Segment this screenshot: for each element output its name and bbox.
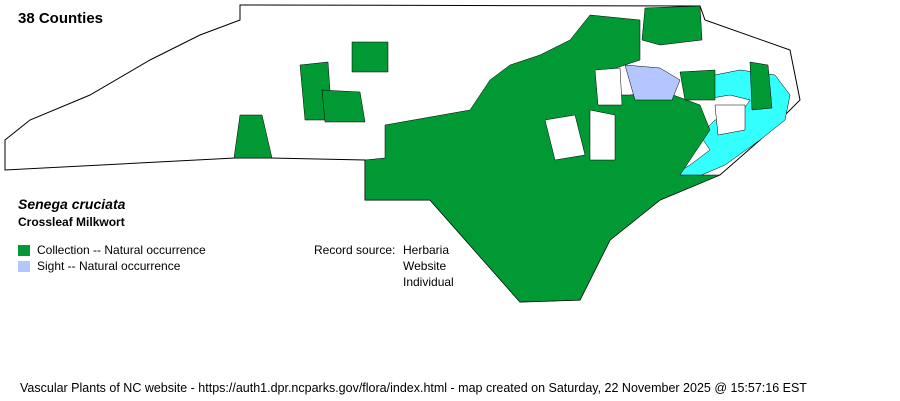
record-source-herbaria: Herbaria <box>403 243 450 257</box>
record-source-individual: Individual <box>403 275 454 289</box>
county-count: 38 Counties <box>18 10 104 27</box>
county-collection-region-southeast <box>364 14 721 303</box>
county-unreported <box>544 114 586 161</box>
legend-label: Collection -- Natural occurrence <box>37 243 206 257</box>
county-unreported <box>589 109 616 161</box>
scientific-name: Senega cruciata <box>18 196 126 212</box>
legend-label: Sight -- Natural occurrence <box>37 259 181 273</box>
common-name: Crossleaf Milkwort <box>18 215 125 229</box>
county-collection-tyrrell <box>679 69 716 101</box>
county-collection-cleveland <box>233 114 273 159</box>
county-unreported <box>714 104 746 136</box>
record-source-label: Record source: <box>314 243 396 257</box>
county-sight <box>624 64 681 101</box>
record-source-website: Website <box>403 259 447 273</box>
legend-item-sight: Sight -- Natural occurrence <box>18 259 180 273</box>
county-collection-northeast <box>641 5 703 46</box>
county-collection-stokes <box>351 41 389 73</box>
sight-swatch <box>18 260 30 272</box>
county-collection-dare <box>749 61 773 111</box>
county-unreported <box>594 67 623 106</box>
county-collection-iredell <box>321 89 366 123</box>
footer-credit: Vascular Plants of NC website - https://… <box>20 381 807 395</box>
legend-item-collection: Collection -- Natural occurrence <box>18 243 206 257</box>
collection-swatch <box>18 244 30 256</box>
